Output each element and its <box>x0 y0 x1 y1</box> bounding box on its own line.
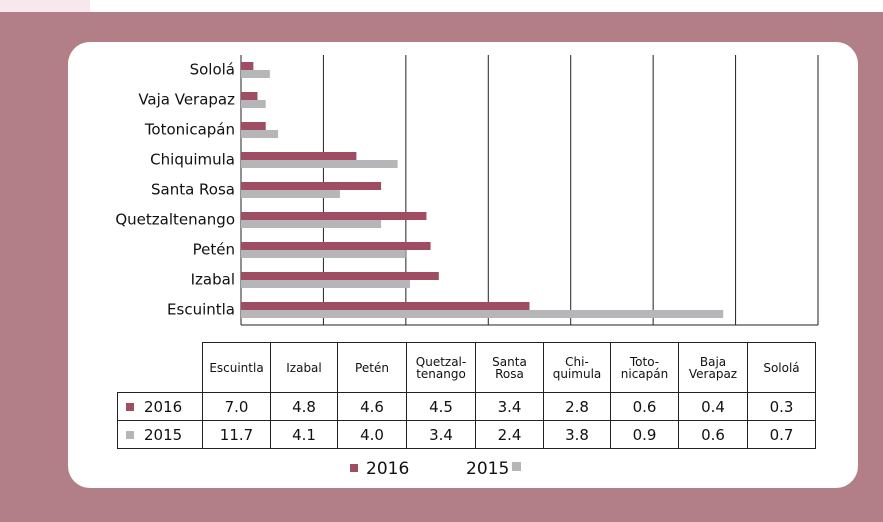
y-tick-label: Quetzaltenango <box>115 211 235 229</box>
top-strip <box>90 0 883 12</box>
y-tick-label: Sololá <box>190 61 235 79</box>
row-name: 2015 <box>144 425 183 444</box>
bar <box>241 70 270 78</box>
table-value: 0.6 <box>678 420 748 449</box>
y-tick-label: Vaja Verapaz <box>138 91 235 109</box>
table-header: Petén <box>337 342 407 393</box>
table-header: Sololá <box>747 342 816 393</box>
table-value: 4.6 <box>337 392 407 421</box>
row-label: 2016 <box>117 392 203 421</box>
y-tick-label: Escuintla <box>167 301 235 319</box>
legend-swatch <box>126 430 134 439</box>
bar <box>241 250 406 258</box>
table-value: 4.1 <box>270 420 338 449</box>
legend-swatch <box>512 462 521 471</box>
table-header: Chi- quimula <box>543 342 611 393</box>
table-value: 0.3 <box>747 392 816 421</box>
bar <box>241 302 530 310</box>
bar <box>241 100 266 108</box>
row-label: 2015 <box>117 420 203 449</box>
bar <box>241 220 382 228</box>
table-value: 11.7 <box>202 420 271 449</box>
y-tick-label: Totonicapán <box>144 121 235 139</box>
bar <box>241 62 254 70</box>
table-header: Escuintla <box>202 342 271 393</box>
table-value: 0.6 <box>610 392 679 421</box>
y-tick-label: Santa Rosa <box>151 181 235 199</box>
y-tick-label: Petén <box>193 241 235 259</box>
bar <box>241 92 258 100</box>
table-value: 0.7 <box>747 420 816 449</box>
table-value: 3.4 <box>475 392 544 421</box>
table-value: 4.5 <box>406 392 476 421</box>
table-value: 3.4 <box>406 420 476 449</box>
bar <box>241 152 357 160</box>
table-header: Santa Rosa <box>475 342 544 393</box>
bar <box>241 310 724 318</box>
bar <box>241 212 427 220</box>
table-header: Izabal <box>270 342 338 393</box>
bar <box>241 280 410 288</box>
bar <box>241 190 340 198</box>
table-value: 3.8 <box>543 420 611 449</box>
table-header: Toto- nicapán <box>610 342 679 393</box>
bar <box>241 160 398 168</box>
bar <box>241 182 382 190</box>
legend-label: 2016 <box>366 459 409 479</box>
table-value: 2.4 <box>475 420 544 449</box>
row-name: 2016 <box>144 397 183 416</box>
top-strip <box>0 0 90 12</box>
bar <box>241 130 279 138</box>
legend-label: 2015 <box>466 459 509 479</box>
legend-swatch <box>350 464 358 472</box>
legend-swatch <box>126 402 134 411</box>
table-value: 7.0 <box>202 392 271 421</box>
table-value: 4.8 <box>270 392 338 421</box>
table-value: 2.8 <box>543 392 611 421</box>
table-value: 0.4 <box>678 392 748 421</box>
bar <box>241 272 439 280</box>
bar <box>241 242 431 250</box>
bar <box>241 122 266 130</box>
table-value: 4.0 <box>337 420 407 449</box>
table-value: 0.9 <box>610 420 679 449</box>
table-header: Quetzal- tenango <box>406 342 476 393</box>
table-header: Baja Verapaz <box>678 342 748 393</box>
y-tick-label: Chiquimula <box>150 151 235 169</box>
y-tick-label: Izabal <box>191 271 235 289</box>
